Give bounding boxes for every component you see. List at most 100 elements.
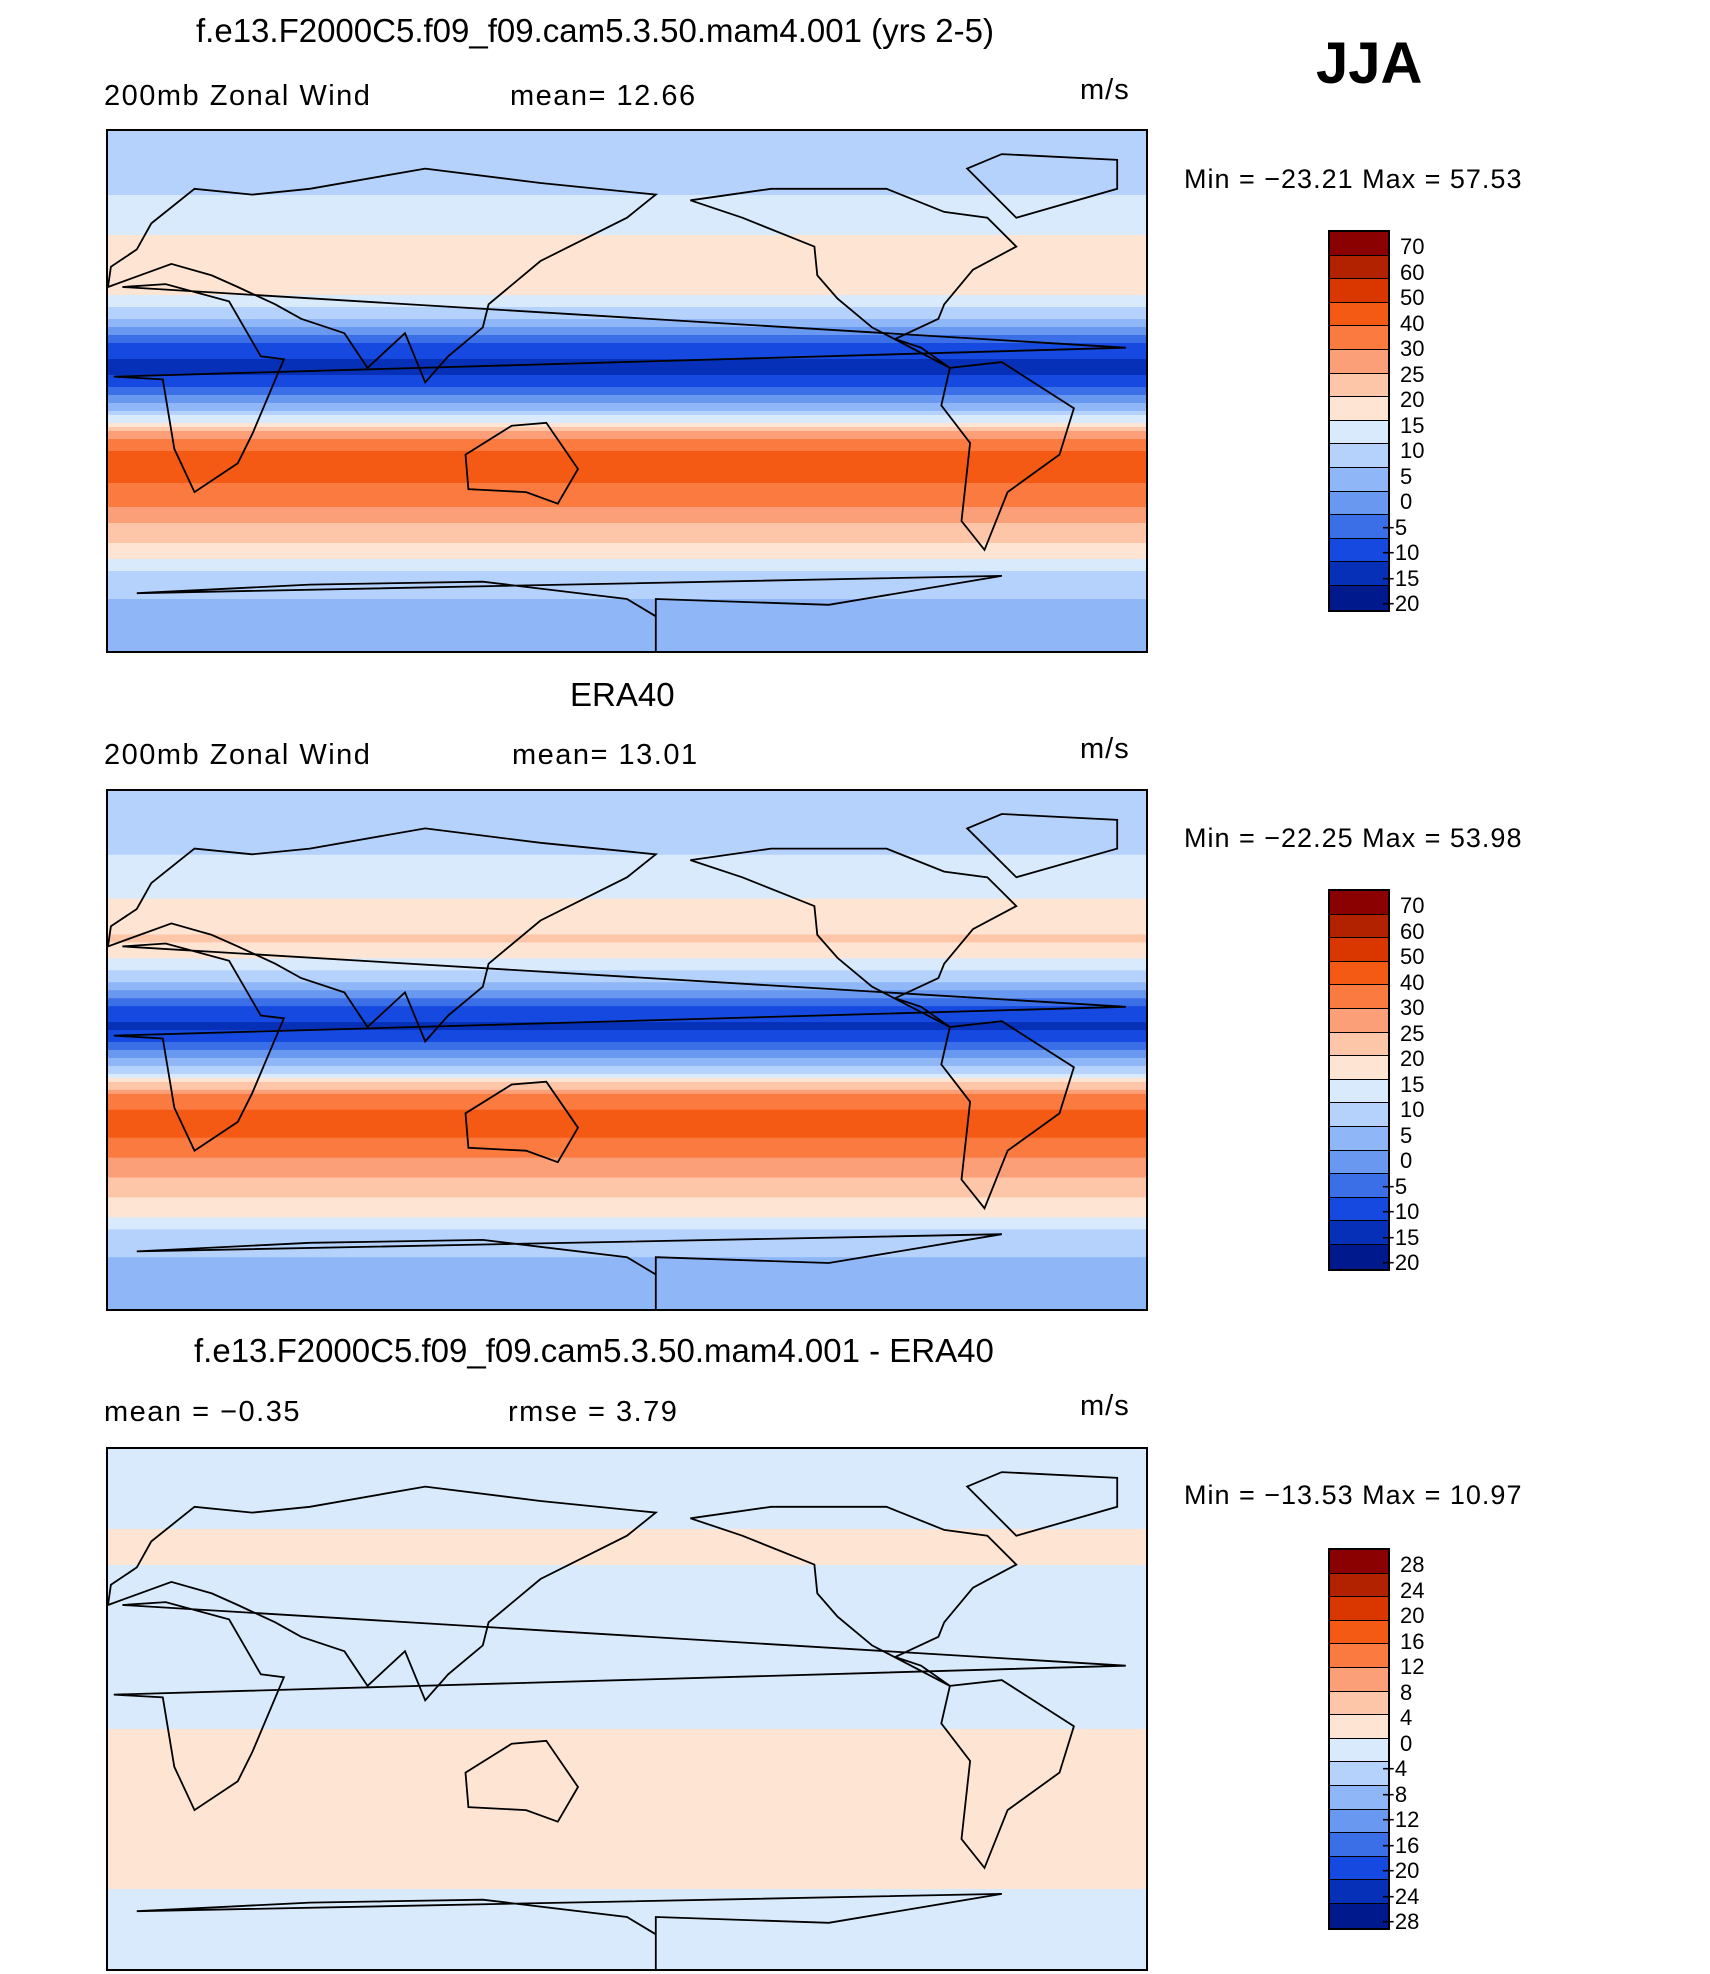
contour-band <box>108 635 1146 640</box>
contour-band <box>108 1745 1146 1750</box>
colorbar-box <box>1330 1573 1388 1598</box>
contour-band <box>108 1145 1146 1151</box>
contour-band <box>108 1573 1146 1578</box>
contour-band <box>108 331 1146 336</box>
contour-band <box>108 1189 1146 1195</box>
contour-band <box>108 1233 1146 1238</box>
contour-band <box>108 862 1146 868</box>
colorbar-tick-label: −20 <box>1382 1858 1420 1883</box>
contour-band <box>108 247 1146 252</box>
contour-band <box>108 487 1146 492</box>
contour-band <box>108 1289 1146 1294</box>
contour-band <box>108 1161 1146 1167</box>
colorbar-tick-label: 40 <box>1400 969 1425 995</box>
colorbar-tick-label: 0 <box>1400 1148 1413 1173</box>
contour-band <box>108 1905 1146 1910</box>
contour-band <box>108 539 1146 544</box>
coastline <box>690 847 1018 1028</box>
colorbar-box <box>1330 467 1388 492</box>
contour-band <box>108 615 1146 620</box>
contour-band <box>108 898 1146 904</box>
contour-band <box>108 299 1146 304</box>
contour-band <box>108 1473 1146 1478</box>
contour-band <box>108 287 1146 292</box>
contour-band <box>108 1465 1146 1470</box>
coastline <box>965 813 1119 879</box>
colorbar-box <box>1330 1738 1388 1763</box>
colorbar-box <box>1330 1833 1388 1857</box>
contour-band <box>108 1869 1146 1874</box>
contour-band <box>108 930 1146 936</box>
contour-band <box>108 1609 1146 1614</box>
contour-band <box>108 1737 1146 1742</box>
contour-band <box>108 491 1146 496</box>
contour-band <box>108 1553 1146 1558</box>
contour-band <box>108 499 1146 504</box>
contour-band <box>108 1261 1146 1266</box>
colorbar-box <box>1330 538 1388 563</box>
contour-band <box>108 471 1146 476</box>
contour-band <box>108 527 1146 532</box>
contour-band <box>108 1817 1146 1822</box>
contour-band <box>108 910 1146 916</box>
contour-band <box>108 279 1146 284</box>
colorbar-tick-label: −12 <box>1382 1807 1420 1832</box>
contour-band <box>108 1865 1146 1870</box>
contour-band <box>108 1034 1146 1039</box>
contour-band <box>108 1697 1146 1702</box>
contour-band <box>108 1469 1146 1474</box>
contour-band <box>108 183 1146 188</box>
colorbar-box <box>1330 1079 1388 1104</box>
contour-band <box>108 371 1146 376</box>
contour-band <box>108 1069 1146 1075</box>
contour-band <box>108 1777 1146 1782</box>
contour-band <box>108 555 1146 560</box>
contour-band <box>108 966 1146 971</box>
contour-band <box>108 1509 1146 1514</box>
contour-band <box>108 1837 1146 1842</box>
colorbar-tick-label: −5 <box>1382 514 1408 540</box>
contour-band <box>108 986 1146 991</box>
contour-band <box>108 631 1146 636</box>
coastline <box>940 1020 1075 1211</box>
contour-band <box>108 291 1146 296</box>
coastline <box>940 1679 1075 1870</box>
panel-1-colorbar <box>1328 230 1390 612</box>
contour-band <box>108 203 1146 208</box>
contour-band <box>108 1077 1146 1083</box>
colorbar-tick-label: 70 <box>1400 234 1425 259</box>
contour-band <box>108 275 1146 280</box>
colorbar-box <box>1330 1032 1388 1057</box>
contour-band <box>108 1889 1146 1894</box>
contour-band <box>108 842 1146 848</box>
coastline <box>108 167 659 384</box>
contour-band <box>108 990 1146 995</box>
contour-band <box>108 1121 1146 1127</box>
contour-band <box>108 1113 1146 1119</box>
contour-band <box>108 435 1146 440</box>
contour-band <box>108 1945 1146 1950</box>
contour-band <box>108 1149 1146 1155</box>
contour-band <box>108 455 1146 460</box>
contour-band <box>108 962 1146 967</box>
contour-band <box>108 1921 1146 1926</box>
contour-band <box>108 1014 1146 1019</box>
colorbar-tick-label: −5 <box>1382 1173 1408 1199</box>
colorbar-box <box>1330 349 1388 374</box>
contour-band <box>108 415 1146 420</box>
contour-band <box>108 1925 1146 1930</box>
contour-band <box>108 822 1146 828</box>
contour-band <box>108 1605 1146 1610</box>
contour-band <box>108 1941 1146 1946</box>
contour-band <box>108 407 1146 412</box>
contour-band <box>108 942 1146 947</box>
contour-band <box>108 595 1146 600</box>
contour-band <box>108 1477 1146 1482</box>
colorbar-tick-label: 28 <box>1400 1552 1425 1577</box>
contour-band <box>108 1169 1146 1175</box>
contour-band <box>108 159 1146 164</box>
colorbar-box <box>1330 1880 1388 1904</box>
colorbar-box <box>1330 1174 1388 1198</box>
contour-band <box>108 259 1146 264</box>
colorbar-box <box>1330 1150 1388 1175</box>
